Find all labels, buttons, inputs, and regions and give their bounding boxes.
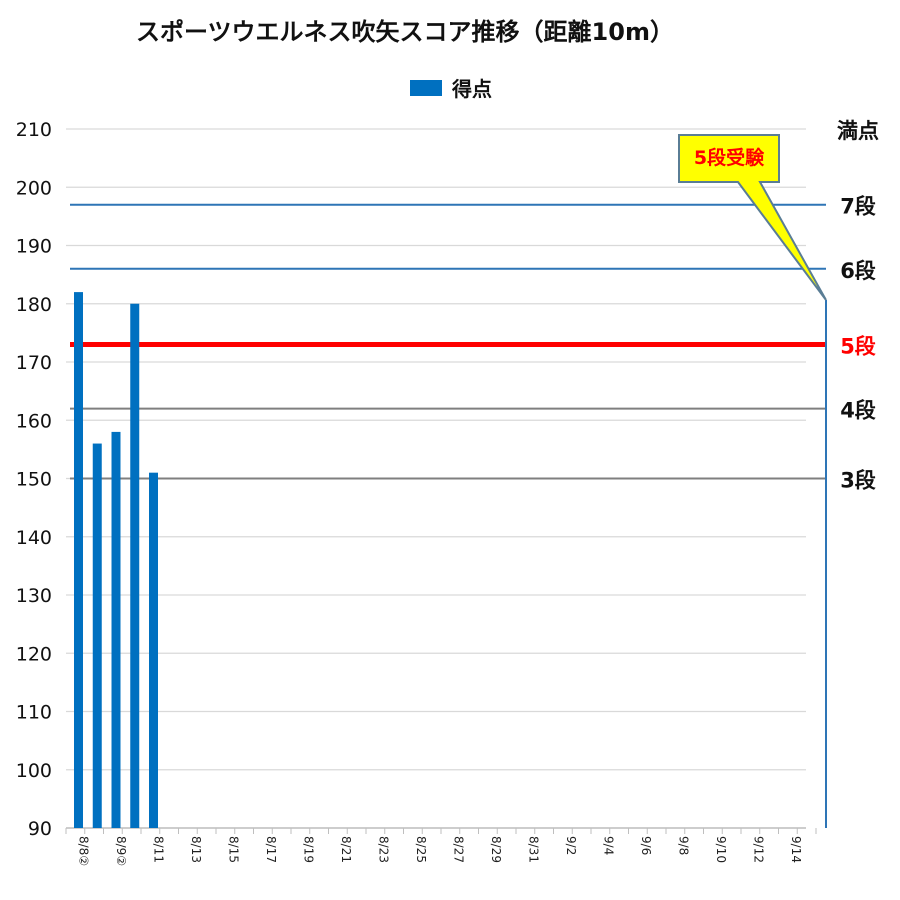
y-tick-label: 120 [16, 643, 52, 665]
reference-label: 7段 [840, 195, 876, 219]
y-tick-label: 200 [16, 177, 52, 199]
y-tick-label: 110 [16, 702, 52, 724]
x-tick-label: 8/17 [264, 836, 278, 863]
x-tick-label: 9/12 [751, 836, 765, 863]
x-tick-text: 8/31 [526, 836, 540, 863]
x-tick-label: 8/11 [151, 836, 165, 863]
x-tick-label: 8/31 [526, 836, 540, 863]
reference-label: 5段 [840, 335, 876, 359]
x-tick-label: 9/6 [639, 836, 653, 855]
x-tick-text: 8/15 [226, 836, 240, 863]
y-tick-label: 90 [28, 818, 52, 840]
x-tick-text: 8/23 [376, 836, 390, 863]
y-tick-label: 210 [16, 119, 52, 141]
y-tick-label: 140 [16, 527, 52, 549]
x-tick-text: 8/11 [151, 836, 165, 863]
reference-lines: 満点 7段 6段 5段 4段 3段 [70, 119, 879, 828]
bar [130, 303, 140, 828]
x-tick-text: 8/17 [264, 836, 278, 863]
bars [74, 292, 158, 829]
reference-label: 満点 [837, 119, 879, 143]
x-tick-text: 8/19 [301, 836, 315, 863]
x-tick-text: 9/8 [676, 836, 690, 855]
x-tick-text: 9/4 [601, 836, 615, 855]
x-tick-text: 8/9② [114, 836, 128, 866]
y-tick-label: 100 [16, 760, 52, 782]
x-tick-text: 8/8② [76, 836, 90, 866]
x-tick-label: 9/2 [564, 836, 578, 855]
x-tick-text: 8/27 [451, 836, 465, 863]
y-tick-label: 190 [16, 236, 52, 258]
x-tick-label: 8/8② [76, 836, 90, 866]
x-tick-label: 8/29 [489, 836, 503, 863]
x-tick-label: 8/13 [189, 836, 203, 863]
x-tick-label: 8/21 [339, 836, 353, 863]
gridlines [66, 128, 806, 829]
y-tick-label: 130 [16, 585, 52, 607]
legend-swatch [410, 80, 442, 96]
bar [74, 292, 83, 829]
y-tick-label: 170 [16, 352, 52, 374]
y-axis: 90 100 110 120 130 140 150 160 170 180 190 200 210 [16, 119, 52, 840]
x-tick-label: 8/9② [114, 836, 128, 866]
x-tick-text: 8/13 [189, 836, 203, 863]
x-tick-label: 8/19 [301, 836, 315, 863]
x-tick-label: 9/8 [676, 836, 690, 855]
x-tick-text: 9/14 [789, 836, 803, 863]
x-tick-text: 9/12 [751, 836, 765, 863]
x-tick-text: 8/25 [414, 836, 428, 863]
x-tick-text: 9/2 [564, 836, 578, 855]
callout-shape [678, 134, 827, 301]
x-tick-label: 9/4 [601, 836, 615, 855]
legend-label: 得点 [451, 77, 492, 101]
bar [92, 443, 102, 828]
bar [111, 431, 121, 828]
reference-label: 4段 [840, 399, 876, 423]
reference-label: 3段 [840, 469, 876, 493]
x-tick-label: 9/10 [714, 836, 728, 863]
x-tick-text: 9/6 [639, 836, 653, 855]
x-tick-label: 8/27 [451, 836, 465, 863]
y-tick-label: 180 [16, 294, 52, 316]
x-axis: 8/8② 8/9② 8/11 8/13 8/15 8/17 8/19 8/21 8/23 8/25… [65, 827, 817, 866]
legend: 得点 [410, 77, 492, 101]
x-tick-label: 9/14 [789, 836, 803, 863]
x-tick-label: 8/25 [414, 836, 428, 863]
y-tick-label: 150 [16, 469, 52, 491]
x-tick-text: 8/21 [339, 836, 353, 863]
y-tick-label: 160 [16, 410, 52, 432]
chart-title: スポーツウエルネス吹矢スコア推移（距離10m） [136, 18, 674, 46]
x-tick-text: 8/29 [489, 836, 503, 863]
callout-label: 5段受験 [694, 146, 765, 169]
x-tick-label: 8/15 [226, 836, 240, 863]
x-tick-text: 9/10 [714, 836, 728, 863]
reference-label: 6段 [840, 259, 876, 283]
callout-5dan-exam: 5段受験 [678, 134, 827, 301]
x-tick-label: 8/23 [376, 836, 390, 863]
bar [149, 472, 158, 828]
